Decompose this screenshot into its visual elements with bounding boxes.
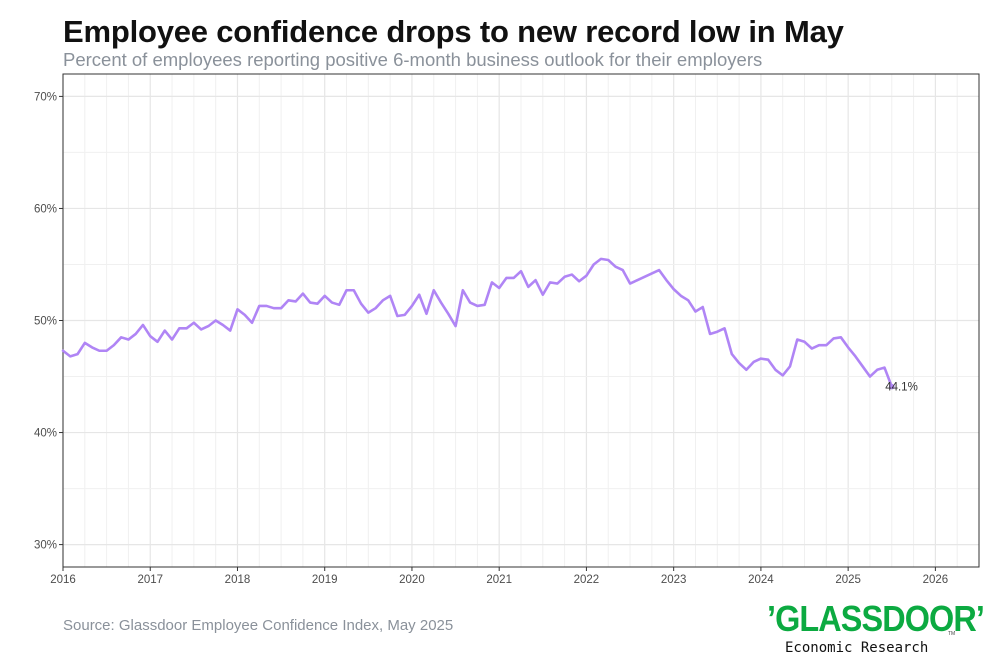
series-end-point xyxy=(888,383,895,390)
brand-subtitle: Economic Research xyxy=(785,640,929,656)
series-line xyxy=(61,257,894,388)
x-tick-label: 2024 xyxy=(748,574,774,586)
x-tick-label: 2018 xyxy=(225,574,251,586)
end-value-label: 44.1% xyxy=(885,382,918,394)
y-tick-label: 50% xyxy=(34,316,57,328)
y-tick-label: 60% xyxy=(34,203,57,215)
x-tick-label: 2023 xyxy=(661,574,687,586)
x-tick-label: 2017 xyxy=(137,574,163,586)
chart-title: Employee confidence drops to new record … xyxy=(63,14,844,49)
grid xyxy=(62,74,980,567)
x-tick-label: 2026 xyxy=(923,574,949,586)
y-tick-label: 70% xyxy=(34,91,57,103)
trademark-mark: TM xyxy=(948,631,956,637)
chart-subtitle: Percent of employees reporting positive … xyxy=(63,49,763,70)
x-tick-label: 2022 xyxy=(574,574,600,586)
x-tick-label: 2020 xyxy=(399,574,425,586)
glassdoor-logo: ’GLASSDOOR’ xyxy=(767,598,985,639)
x-tick-label: 2016 xyxy=(50,574,76,586)
x-tick-label: 2019 xyxy=(312,574,338,586)
y-tick-label: 40% xyxy=(34,428,57,440)
x-tick-label: 2025 xyxy=(835,574,861,586)
x-tick-label: 2021 xyxy=(486,574,512,586)
glassdoor-brand: ’GLASSDOOR’ TM Economic Research xyxy=(765,598,985,660)
y-tick-label: 30% xyxy=(34,540,57,552)
source-note: Source: Glassdoor Employee Confidence In… xyxy=(63,617,454,634)
